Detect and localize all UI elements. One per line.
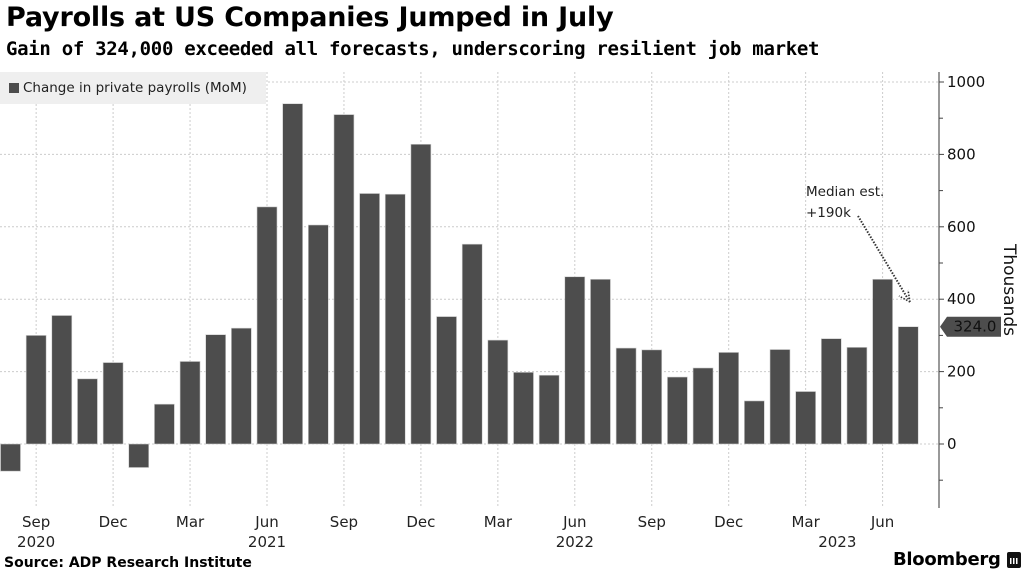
annotation-text-line1: Median est.: [806, 184, 884, 200]
x-tick-label: Jun: [562, 513, 586, 531]
bar: [667, 376, 688, 445]
bar: [384, 193, 406, 445]
x-tick-label: Dec: [99, 513, 128, 531]
legend-swatch: [9, 83, 19, 93]
bar: [128, 443, 150, 468]
bloomberg-chart-icon: [1006, 551, 1021, 568]
bar: [359, 193, 380, 445]
source-note: Source: ADP Research Institute: [4, 555, 252, 571]
annotation-arrowhead: [898, 289, 911, 303]
y-tick-label: 0: [947, 435, 957, 453]
y-tick-label: 800: [947, 145, 976, 163]
x-tick-label: Mar: [791, 513, 820, 531]
bar: [333, 114, 355, 445]
bloomberg-logo: Bloomberg: [893, 549, 1021, 570]
bar: [487, 339, 509, 445]
bar: [769, 349, 791, 445]
bar: [692, 367, 714, 445]
y-tick-label: 400: [947, 290, 976, 308]
bar: [820, 338, 842, 445]
bar: [538, 374, 560, 445]
annotation-text-line2: +190k: [806, 205, 851, 221]
bar: [154, 403, 175, 445]
bar: [231, 327, 252, 445]
bar: [77, 378, 98, 445]
bar: [641, 349, 663, 445]
x-tick-label: Sep: [638, 513, 666, 531]
bar: [590, 278, 611, 445]
x-year-label: 2022: [556, 533, 594, 551]
chart-title: Payrolls at US Companies Jumped in July: [6, 2, 614, 33]
x-year-label: 2023: [818, 533, 856, 551]
bar: [256, 206, 278, 445]
brand-name: Bloomberg: [893, 549, 1001, 570]
x-tick-label: Jun: [254, 513, 278, 531]
bar: [307, 224, 329, 445]
bar: [461, 243, 483, 445]
y-axis-title: Thousands: [999, 243, 1019, 336]
bar: [897, 326, 919, 445]
bar: [846, 347, 868, 445]
annotation-arrow: [857, 215, 909, 300]
bar: [102, 362, 124, 445]
x-tick-label: Dec: [406, 513, 435, 531]
bar: [51, 315, 73, 445]
y-tick-label: 600: [947, 218, 976, 236]
bar: [25, 335, 47, 445]
x-tick-label: Mar: [484, 513, 513, 531]
x-tick-label: Mar: [176, 513, 205, 531]
x-tick-label: Sep: [22, 513, 50, 531]
chart-subtitle: Gain of 324,000 exceeded all forecasts, …: [6, 38, 820, 60]
bar: [718, 352, 740, 445]
bar: [282, 103, 303, 445]
y-tick-label: 200: [947, 363, 976, 381]
x-year-label: 2020: [17, 533, 55, 551]
bar: [205, 334, 226, 445]
last-value-badge: [940, 316, 1001, 337]
bar: [795, 391, 816, 445]
legend-label: Change in private payrolls (MoM): [23, 80, 247, 96]
last-value-text: 324.0: [954, 318, 997, 336]
bar: [513, 372, 534, 445]
bar: [615, 347, 637, 445]
x-tick-label: Dec: [714, 513, 743, 531]
bar: [872, 278, 893, 445]
chart-legend: Change in private payrolls (MoM): [0, 72, 266, 104]
x-tick-label: Jun: [870, 513, 894, 531]
bar: [436, 316, 457, 445]
y-tick-label: 1000: [947, 73, 985, 91]
x-year-label: 2021: [248, 533, 286, 551]
bar: [564, 276, 586, 445]
x-tick-label: Sep: [330, 513, 358, 531]
bar: [179, 361, 201, 445]
bar: [0, 443, 21, 472]
bar: [744, 400, 765, 445]
bar: [410, 143, 432, 445]
